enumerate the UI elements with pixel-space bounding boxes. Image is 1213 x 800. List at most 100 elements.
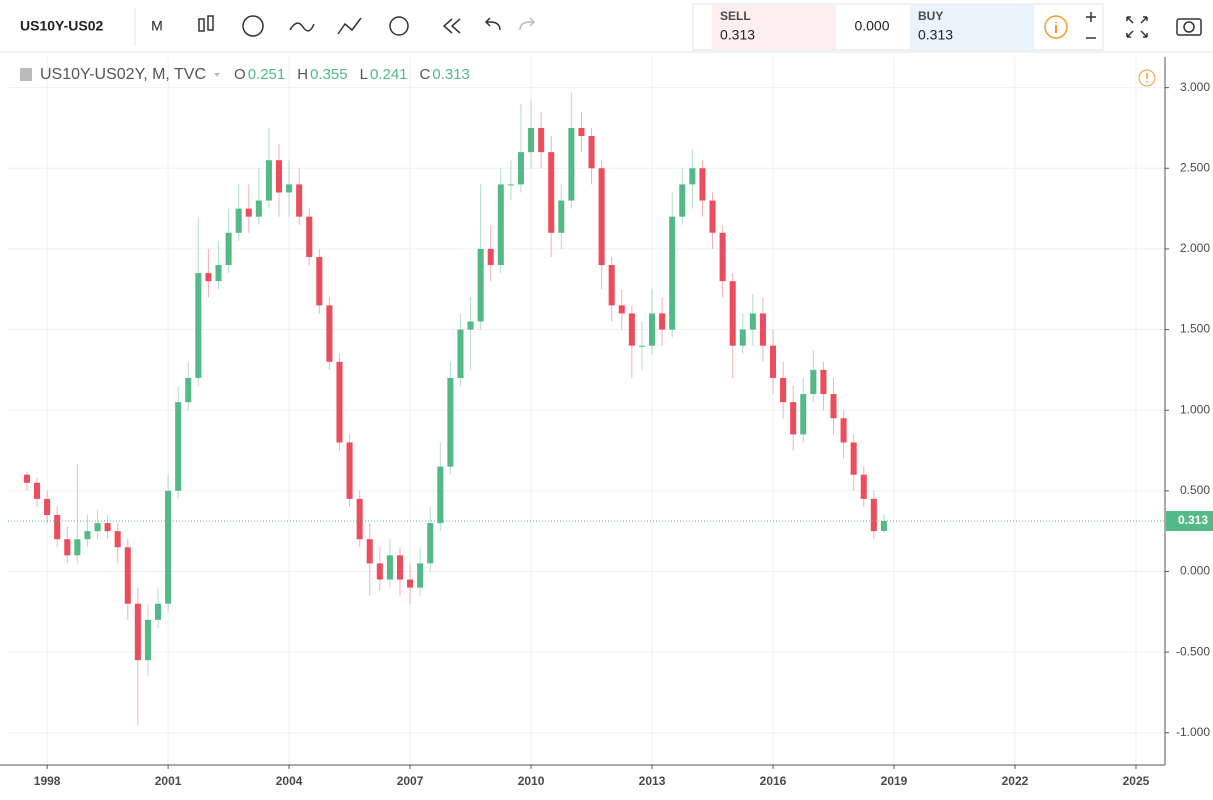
symbol[interactable]: US10Y-US02 (20, 18, 103, 34)
candle-body (205, 273, 212, 282)
candle-body (255, 200, 262, 217)
candle-body (477, 248, 484, 322)
candle-body (437, 466, 444, 524)
candle-body (165, 490, 172, 604)
toolbar: US10Y-US02 M SELL 0.313 0.000 BUY 0.313 (0, 0, 1213, 53)
candle-body (548, 152, 555, 233)
candle-body (709, 200, 716, 233)
candle-body (386, 555, 393, 580)
candle-body (376, 563, 383, 580)
last-price-label: 0.313 (1178, 513, 1208, 527)
candle-body (528, 127, 535, 153)
buy-button[interactable] (910, 5, 1034, 49)
candle-body (880, 520, 887, 531)
candle-body (54, 515, 61, 540)
plot-area (8, 57, 1165, 765)
candle-body (729, 281, 736, 346)
icon-compare[interactable] (289, 22, 315, 32)
candle-body (84, 531, 91, 540)
candle-body (366, 539, 373, 564)
candle-body (790, 402, 797, 435)
icon-replay[interactable] (442, 18, 461, 34)
candle-body (447, 377, 454, 467)
toolbar-icons[interactable] (198, 15, 1202, 38)
candle-body (588, 136, 595, 169)
candle-body (23, 474, 30, 483)
icon-indicator[interactable] (242, 15, 264, 37)
candle-body (638, 345, 645, 347)
icon-candles[interactable] (198, 18, 205, 32)
candle-body (649, 313, 656, 346)
icon-undo[interactable] (484, 17, 501, 31)
candle-body (114, 531, 121, 548)
legend-ohlc-value: 0.313 (432, 66, 470, 83)
candle-body (417, 563, 424, 588)
icon-fullscreen[interactable] (1126, 16, 1148, 38)
candle-body (679, 184, 686, 217)
candle-body (669, 216, 676, 330)
candle-body (769, 345, 777, 378)
buy-price: 0.313 (918, 27, 953, 43)
interval[interactable]: M (151, 18, 163, 34)
candle-body (568, 127, 575, 201)
candle-body (860, 474, 867, 499)
x-tick-label: 2013 (639, 774, 666, 788)
info-icon[interactable] (1044, 15, 1068, 39)
candle-body (64, 539, 71, 556)
candle-body (608, 265, 615, 306)
x-tick-label: 2001 (155, 774, 182, 788)
candle-body (296, 184, 303, 217)
candle-body (356, 498, 363, 540)
y-tick-label: 2.000 (1180, 241, 1210, 255)
y-tick-label: -0.500 (1176, 644, 1210, 658)
candle-body (124, 547, 131, 604)
candle-body (870, 498, 877, 532)
y-tick-label: 0.500 (1180, 483, 1210, 497)
icon-candles[interactable] (207, 15, 214, 31)
candle-body (326, 305, 333, 362)
candle-body (396, 555, 404, 580)
candle-body (759, 313, 766, 346)
candle-body (34, 482, 41, 499)
candle-body (175, 402, 182, 491)
candle-body (830, 394, 837, 419)
candle-body (94, 523, 101, 532)
candle-body (800, 394, 807, 435)
icon-redo[interactable] (519, 17, 536, 31)
y-tick-label: 1.000 (1180, 402, 1210, 416)
icon-camera[interactable] (1176, 18, 1202, 36)
icon-alert[interactable] (389, 16, 409, 36)
x-tick-label: 2025 (1123, 774, 1150, 788)
legend-title: US10Y-US02Y, M, TVC (40, 66, 206, 83)
last-price-box (1166, 510, 1213, 531)
candle-body (286, 184, 293, 193)
candle-body (154, 603, 162, 620)
sell-price: 0.313 (720, 27, 755, 43)
candle-body (719, 232, 726, 282)
y-tick-label: 0.000 (1180, 564, 1210, 578)
candle-body (497, 184, 504, 266)
candle-body (225, 232, 232, 266)
icon-templates[interactable] (337, 17, 362, 35)
candle-body (810, 369, 817, 395)
icon-camera[interactable] (1183, 21, 1195, 33)
candle-body (699, 168, 706, 201)
buy-label: BUY (918, 9, 943, 23)
candle-body (44, 498, 51, 516)
warning-icon[interactable] (1138, 69, 1156, 87)
candle-body (275, 160, 283, 193)
candle-body (245, 208, 252, 217)
legend-ohlc-label: C (420, 66, 431, 83)
y-tick-label: -1.000 (1176, 725, 1210, 739)
candle-body (144, 619, 151, 661)
candle-body (689, 168, 696, 185)
candle-body (538, 127, 545, 153)
sell-button[interactable] (712, 5, 836, 49)
x-tick-label: 2019 (881, 774, 908, 788)
candle-body (507, 184, 514, 186)
candle-body (235, 208, 242, 233)
legend-ohlc-label: O (234, 66, 246, 83)
quantity-stepper[interactable] (1086, 12, 1096, 39)
candle-body (487, 248, 494, 266)
